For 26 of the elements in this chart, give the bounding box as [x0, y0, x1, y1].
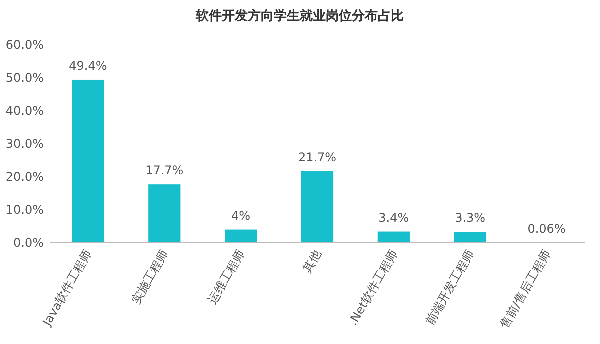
y-tick-label: 10.0%: [6, 203, 44, 217]
x-tick-label: 前端开发工程师: [422, 248, 477, 328]
data-label: 3.4%: [378, 210, 410, 225]
data-label: 17.7%: [146, 164, 184, 178]
data-label: 21.7%: [298, 150, 337, 164]
y-tick-label: 50.0%: [6, 71, 44, 85]
y-tick-label: 20.0%: [6, 170, 44, 184]
y-tick-label: 0.0%: [14, 236, 44, 250]
y-tick-label: 60.0%: [6, 38, 44, 52]
y-tick-label: 30.0%: [6, 137, 44, 151]
x-tick-label: 运维工程师: [206, 248, 248, 306]
data-label: 4%: [232, 208, 251, 223]
chart-title: 软件开发方向学生就业岗位分布占比: [195, 8, 404, 24]
x-tick-label: 其他: [300, 248, 324, 276]
bar: [148, 184, 181, 243]
bar: [225, 230, 258, 243]
y-tick-label: 40.0%: [6, 104, 44, 118]
bar: [454, 232, 486, 243]
data-label: 0.06%: [528, 222, 566, 236]
x-tick-label: 实施工程师: [129, 248, 172, 306]
bar: [378, 232, 410, 243]
data-label: 49.4%: [69, 58, 108, 73]
x-tick-label: 售前/售后工程师: [497, 248, 554, 331]
bar: [301, 171, 334, 243]
bar: [72, 80, 104, 243]
data-label: 3.3%: [455, 211, 486, 226]
